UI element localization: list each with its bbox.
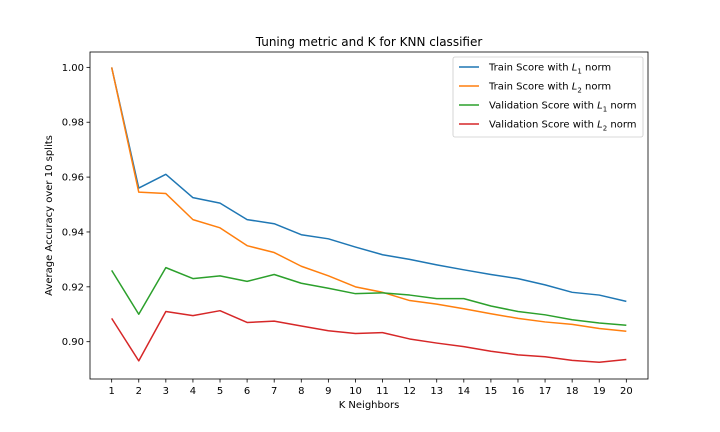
x-tick-label: 4 (190, 386, 196, 397)
x-tick-label: 20 (620, 386, 633, 397)
x-axis-label: K Neighbors (339, 400, 400, 411)
x-tick-label: 13 (430, 386, 443, 397)
series-line-2 (110, 67, 627, 333)
x-tick-label: 6 (244, 386, 250, 397)
x-tick-label: 10 (349, 386, 362, 397)
legend-entry-var: L (572, 82, 578, 93)
legend-entry: Validation Score with L1 norm (489, 101, 637, 114)
legend-box (452, 56, 644, 138)
y-tick-label: 0.92 (62, 282, 84, 293)
legend-entry-suffix: norm (582, 82, 611, 93)
legend-entry-suffix: norm (607, 120, 636, 131)
legend-entry-suffix: norm (582, 63, 611, 74)
y-tick-label: 0.94 (62, 227, 84, 238)
x-tick-label: 2 (136, 386, 142, 397)
legend-entry: Train Score with L1 norm (488, 63, 611, 76)
x-tick-label: 11 (376, 386, 389, 397)
series-line-1 (110, 67, 627, 303)
chart-title: Tuning metric and K for KNN classifier (255, 35, 483, 49)
y-tick-label: 0.96 (62, 173, 84, 184)
legend-entry-prefix: Train Score with (488, 63, 572, 74)
legend-entry-sub: 2 (577, 87, 581, 95)
legend-entry-var: L (572, 63, 578, 74)
legend-entry-sub: 1 (603, 106, 607, 114)
legend-entry-var: L (597, 101, 603, 112)
x-tick-label: 3 (163, 386, 169, 397)
x-tick-label: 17 (539, 386, 552, 397)
x-tick-label: 5 (217, 386, 223, 397)
x-tick-label: 19 (593, 386, 606, 397)
series-line-4 (111, 309, 627, 364)
y-tick-label: 1.00 (62, 63, 84, 74)
legend-entry-sub: 1 (577, 68, 581, 76)
x-tick-label: 16 (512, 386, 525, 397)
x-tick-label: 12 (403, 386, 416, 397)
legend-entry-prefix: Validation Score with (489, 101, 597, 112)
y-axis: 0.90 0.92 0.94 0.96 0.98 1.00 (62, 63, 90, 348)
x-axis: 1 2 3 4 5 6 7 8 9 10 11 12 13 14 15 16 17 18 19 20 (108, 379, 633, 397)
legend-entry-prefix: Validation Score with (489, 120, 597, 131)
legend-entry: Train Score with L2 norm (488, 82, 611, 95)
x-tick-label: 18 (566, 386, 579, 397)
x-tick-label: 9 (325, 386, 331, 397)
legend-entry-sub: 2 (603, 125, 607, 133)
y-tick-label: 0.90 (62, 337, 84, 348)
legend-entry-prefix: Train Score with (488, 82, 572, 93)
x-tick-label: 8 (298, 386, 304, 397)
y-tick-label: 0.98 (62, 118, 84, 129)
legend-entry: Validation Score with L2 norm (489, 120, 637, 133)
legend-entry-suffix: norm (607, 101, 636, 112)
plot-frame (89, 51, 649, 380)
x-tick-label: 15 (485, 386, 498, 397)
x-tick-label: 14 (457, 386, 470, 397)
series-layer (110, 67, 627, 364)
legend-entry-var: L (597, 120, 603, 131)
x-tick-label: 7 (271, 386, 277, 397)
y-axis-label: Average Accuracy over 10 splits (44, 135, 55, 296)
x-tick-label: 1 (108, 386, 114, 397)
series-line-3 (111, 266, 627, 326)
